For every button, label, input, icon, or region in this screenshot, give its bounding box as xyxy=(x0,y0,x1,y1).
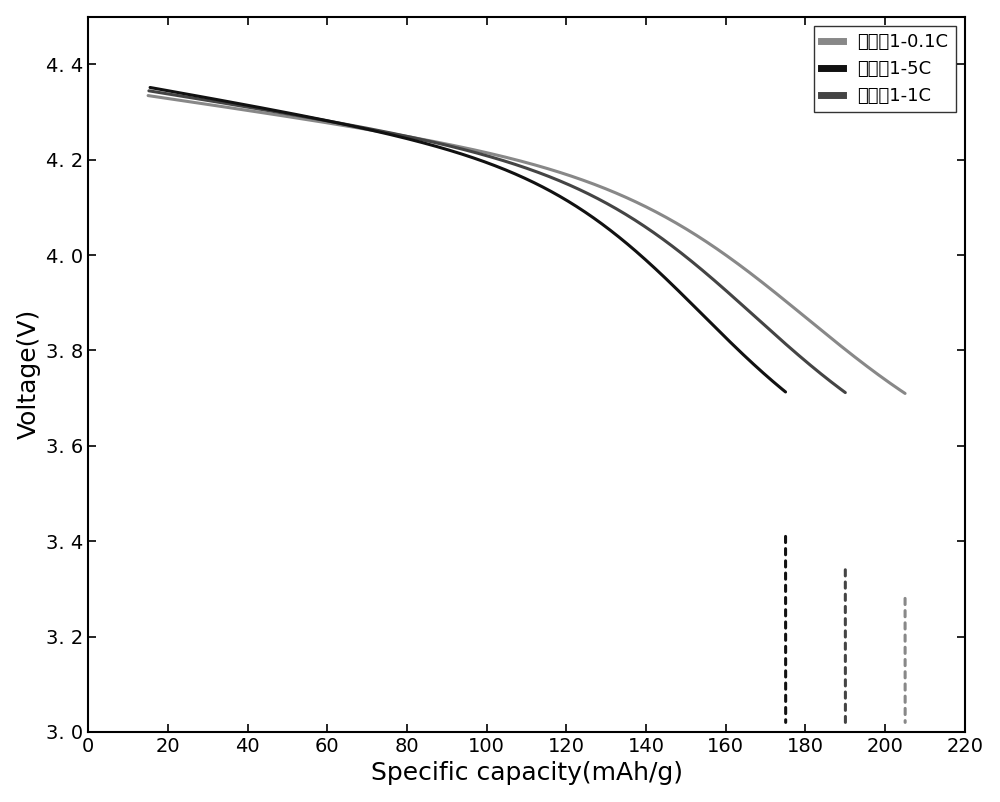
X-axis label: Specific capacity(mAh/g): Specific capacity(mAh/g) xyxy=(371,761,683,785)
Legend: 实施例1-0.1C, 实施例1-5C, 实施例1-1C: 实施例1-0.1C, 实施例1-5C, 实施例1-1C xyxy=(814,26,956,112)
Y-axis label: Voltage(V): Voltage(V) xyxy=(17,309,41,439)
